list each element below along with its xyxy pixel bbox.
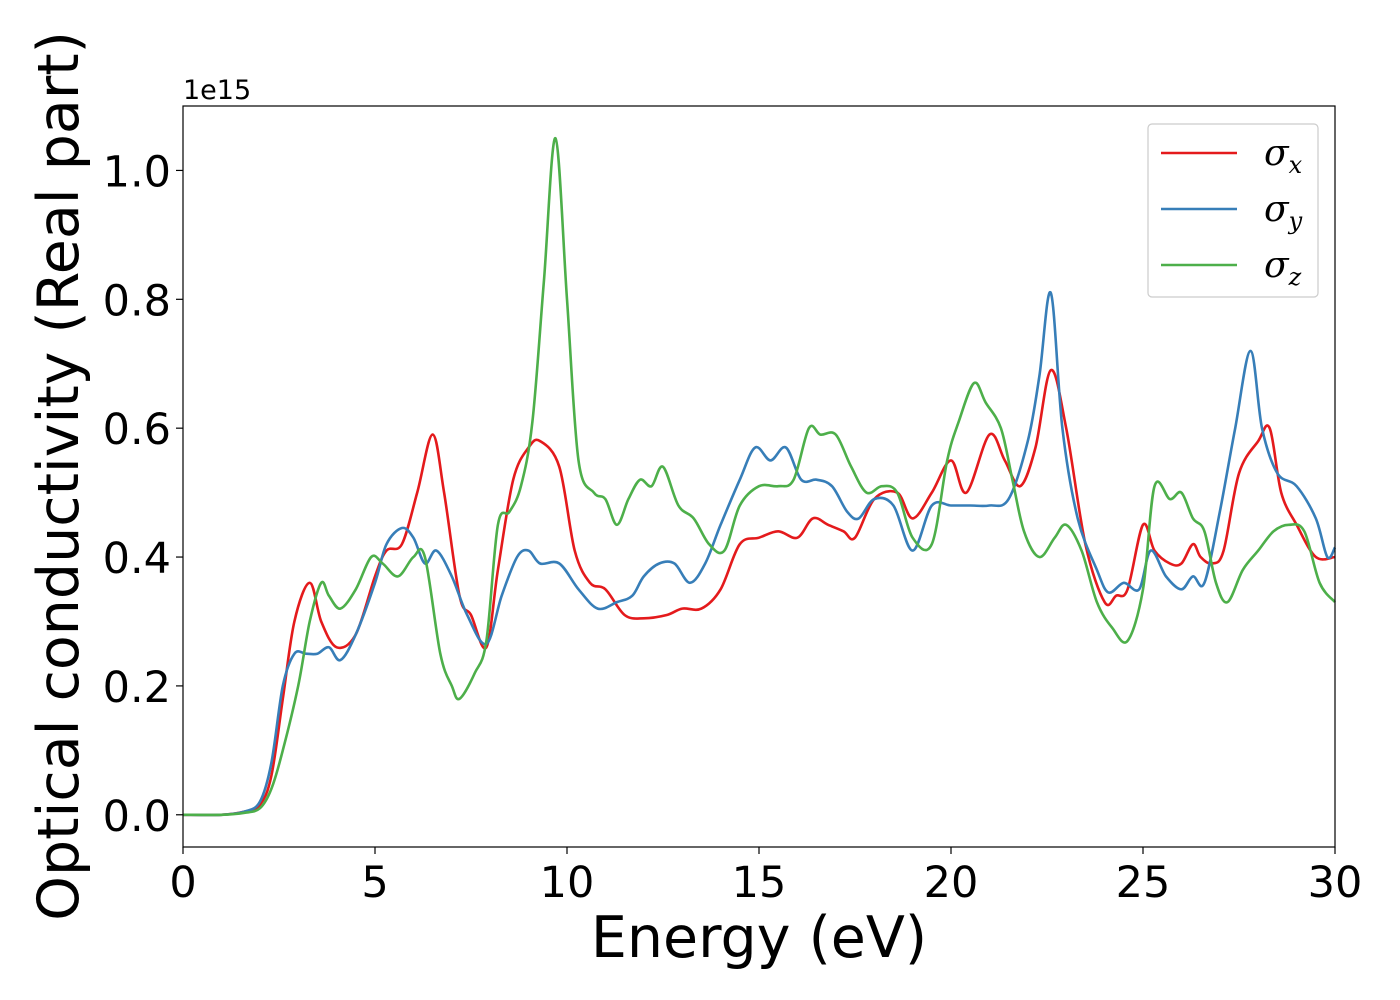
x-tick-label: 5: [361, 858, 388, 908]
y-offset-label: 1e15: [183, 75, 251, 106]
x-tick-label: 0: [169, 858, 196, 908]
legend-symbol: σ: [1264, 133, 1290, 174]
x-axis-label: Energy (eV): [591, 905, 927, 971]
legend-label-z: σz: [1264, 245, 1302, 291]
y-tick-label: 0.0: [103, 792, 171, 842]
x-tick-label: 25: [1116, 858, 1171, 908]
x-tick-label: 30: [1308, 858, 1363, 908]
series-line-x: [182, 368, 1336, 817]
series-line-z: [182, 136, 1337, 817]
y-tick-label: 0.8: [103, 276, 171, 326]
series-line-y: [182, 291, 1337, 817]
legend-symbol: σ: [1264, 189, 1290, 230]
y-tick-label: 0.4: [103, 534, 171, 584]
x-tick-label: 10: [540, 858, 595, 908]
y-tick-label: 0.6: [103, 405, 171, 455]
x-tick-label: 15: [732, 858, 787, 908]
legend-symbol: σ: [1264, 245, 1290, 286]
series-layer: [182, 136, 1337, 817]
legend-box: [1147, 123, 1319, 298]
y-axis-ticks: 0.0 0.2 0.4 0.6 0.8 1.0: [103, 147, 183, 842]
legend-subscript: z: [1288, 263, 1302, 291]
legend-subscript: y: [1288, 207, 1303, 235]
x-axis-ticks: 0 5 10 15 20 25 30: [169, 847, 1362, 908]
y-axis-label: Optical conductivity (Real part): [26, 31, 92, 921]
legend-label-x: σx: [1264, 133, 1303, 179]
x-tick-label: 20: [924, 858, 979, 908]
legend-label-y: σy: [1264, 189, 1303, 235]
y-tick-label: 0.2: [103, 663, 171, 713]
y-tick-label: 1.0: [103, 147, 171, 197]
legend-subscript: x: [1289, 151, 1303, 179]
